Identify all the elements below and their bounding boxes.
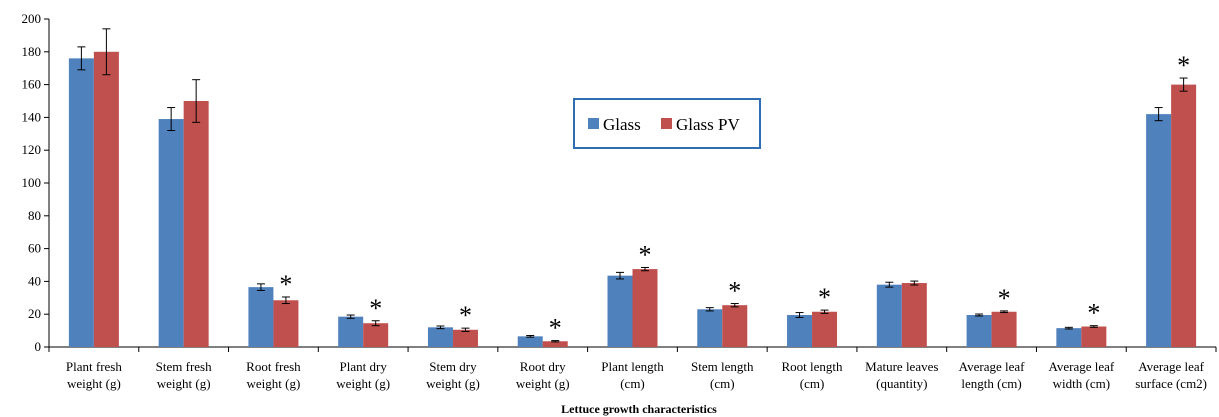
bar-glass-pv	[273, 300, 299, 347]
axes: 0 20 40 60 80 100 120 140 160 180 200	[22, 11, 1217, 354]
bar-glass-pv	[363, 323, 389, 347]
x-tick-label-line: Plant length	[601, 359, 664, 374]
bar-glass-pv	[1081, 326, 1107, 347]
y-tick-label: 120	[22, 142, 42, 157]
bar-glass	[966, 315, 992, 347]
bar-glass	[158, 119, 184, 347]
bar-glass	[697, 309, 723, 347]
bar-glass-pv	[1171, 84, 1197, 347]
x-tick-label-line: (quantity)	[876, 376, 927, 391]
y-tick-label: 20	[28, 306, 41, 321]
x-tick-label: Stem dry weight (g)	[426, 359, 480, 391]
x-tick-label-line: weight (g)	[336, 376, 390, 391]
x-tick-label-line: (cm)	[800, 376, 825, 391]
bar-glass-pv	[93, 51, 119, 348]
y-tick-label: 40	[28, 273, 41, 288]
significance-star: *	[1177, 51, 1190, 80]
significance-star: *	[728, 277, 741, 306]
x-tick-label: Plant length (cm)	[601, 359, 664, 391]
x-tick-label: Root fresh weight (g)	[246, 359, 301, 391]
bars	[68, 28, 1197, 348]
bar-glass-pv	[542, 341, 568, 347]
x-tick-label: Stem length (cm)	[691, 359, 754, 391]
x-tick-label-line: weight (g)	[67, 376, 121, 391]
x-tick-label-line: Average leaf	[959, 359, 1025, 374]
x-tick-label: Average leaf width (cm)	[1048, 359, 1114, 391]
bar-glass	[248, 287, 274, 347]
significance-star: *	[549, 314, 562, 343]
legend-label-glass-pv: Glass PV	[676, 115, 740, 134]
bar-glass	[427, 327, 453, 347]
bar-glass	[1056, 328, 1082, 347]
x-tick-label-line: Mature leaves	[865, 359, 938, 374]
x-tick-label-line: surface (cm2)	[1135, 376, 1207, 391]
bar-glass	[68, 58, 94, 348]
significance-star: *	[1087, 299, 1100, 328]
x-tick-label-line: length (cm)	[961, 376, 1021, 391]
x-tick-label-line: Average leaf	[1138, 359, 1204, 374]
y-tick-label: 180	[22, 44, 42, 59]
x-tick-label: Root length (cm)	[782, 359, 844, 391]
x-tick-label-line: Root dry	[520, 359, 566, 374]
x-tick-label-line: Plant fresh	[66, 359, 122, 374]
bar-glass	[876, 284, 902, 347]
labels: Plant fresh weight (g) Stem fresh weight (g…	[66, 51, 1207, 391]
bar-glass	[1146, 114, 1172, 348]
bar-glass-pv	[901, 283, 927, 347]
legend-swatch-glass-pv	[661, 118, 672, 129]
bar-glass	[517, 336, 543, 347]
legend-label-glass: Glass	[603, 115, 641, 134]
x-tick-label-line: Stem fresh	[156, 359, 212, 374]
significance-star: *	[459, 301, 472, 330]
y-tick-label: 200	[22, 11, 42, 26]
x-tick-label-line: Stem dry	[429, 359, 477, 374]
x-tick-label-line: weight (g)	[516, 376, 570, 391]
x-tick-label: Average leaf length (cm)	[959, 359, 1025, 391]
x-tick-label: Plant fresh weight (g)	[66, 359, 122, 391]
bar-glass-pv	[632, 269, 658, 347]
x-tick-label: Root dry weight (g)	[516, 359, 570, 391]
significance-star: *	[639, 240, 652, 269]
bar-glass	[607, 275, 633, 347]
x-tick-label-line: Root fresh	[246, 359, 301, 374]
bar-glass	[338, 316, 364, 347]
x-tick-label: Stem fresh weight (g)	[156, 359, 212, 391]
y-tick-label: 100	[22, 175, 42, 190]
x-tick-label-line: (cm)	[710, 376, 735, 391]
significance-star: *	[369, 294, 382, 323]
x-tick-label: Mature leaves (quantity)	[865, 359, 938, 391]
bar-glass-pv	[452, 329, 478, 347]
x-tick-label-line: weight (g)	[247, 376, 301, 391]
bar-glass-pv	[183, 101, 209, 347]
x-axis-title: Lettuce growth characteristics	[561, 402, 717, 416]
y-tick-label: 0	[35, 339, 42, 354]
y-tick-label: 60	[28, 241, 41, 256]
x-tick-label-line: weight (g)	[426, 376, 480, 391]
y-tick-label: 140	[22, 109, 42, 124]
significance-star: *	[818, 283, 831, 312]
significance-star: *	[279, 270, 292, 299]
x-tick-label: Plant dry weight (g)	[336, 359, 390, 391]
x-tick-label: Average leaf surface (cm2)	[1135, 359, 1207, 391]
y-tick-label: 80	[28, 208, 41, 223]
x-tick-label-line: width (cm)	[1053, 376, 1110, 391]
x-tick-label-line: weight (g)	[157, 376, 211, 391]
x-tick-label-line: Root length	[782, 359, 844, 374]
bar-glass-pv	[991, 311, 1017, 347]
bar-glass-pv	[722, 305, 748, 347]
legend-swatch-glass	[588, 118, 599, 129]
significance-star: *	[998, 284, 1011, 313]
x-tick-label-line: Stem length	[691, 359, 754, 374]
y-tick-label: 160	[22, 77, 42, 92]
legend: Glass Glass PV	[573, 98, 761, 149]
bar-glass	[787, 315, 813, 347]
x-tick-label-line: (cm)	[620, 376, 645, 391]
x-tick-label-line: Average leaf	[1048, 359, 1114, 374]
x-tick-label-line: Plant dry	[340, 359, 388, 374]
bar-glass-pv	[812, 311, 838, 347]
